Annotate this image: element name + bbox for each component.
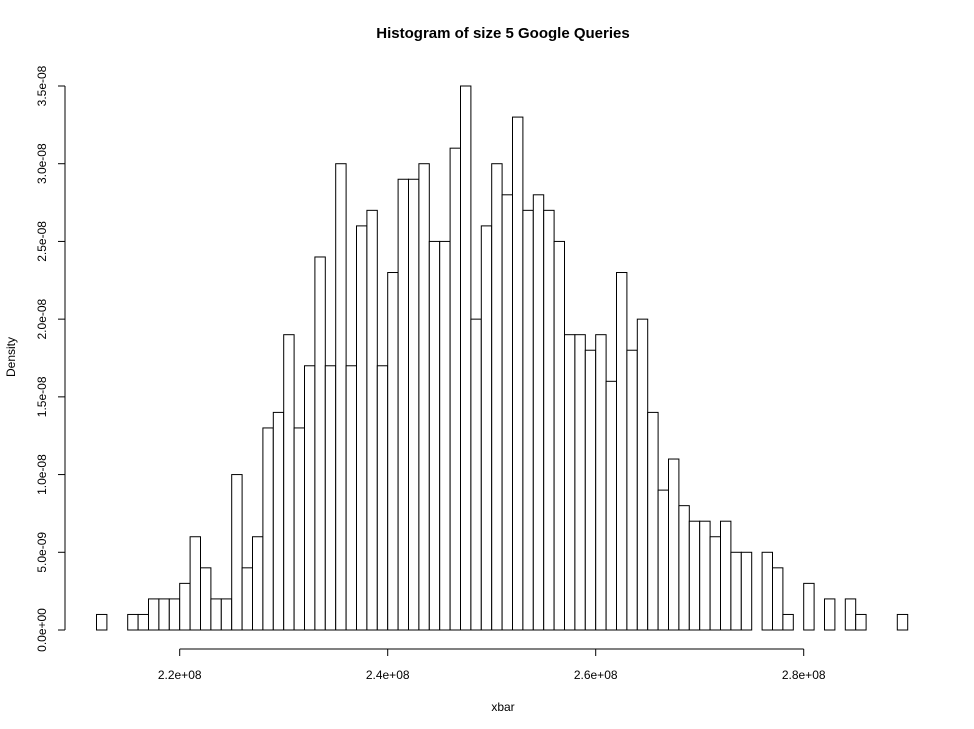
histogram-bar bbox=[522, 209, 534, 631]
histogram-bar bbox=[283, 334, 295, 631]
histogram-bar bbox=[241, 567, 254, 631]
histogram-bar bbox=[543, 209, 555, 631]
histogram-bar bbox=[564, 334, 576, 631]
y-axis: 0.0e+00 5.0e-09 1.0e-08 1.5e-08 2.0e-08 2.5e-… bbox=[35, 65, 66, 652]
x-tick-label: 2.4e+08 bbox=[366, 668, 410, 682]
histogram-bar bbox=[491, 163, 503, 631]
histogram-bar bbox=[272, 411, 285, 631]
histogram-bar bbox=[553, 240, 565, 631]
histogram-bar bbox=[709, 536, 721, 631]
histogram-bar bbox=[782, 613, 794, 631]
y-axis-label: Density bbox=[4, 337, 18, 377]
histogram-bar bbox=[262, 427, 274, 631]
histogram-bar bbox=[127, 613, 139, 631]
histogram-bar bbox=[460, 85, 472, 631]
histogram-bar bbox=[855, 613, 867, 631]
histogram-bar bbox=[439, 240, 451, 631]
histogram-bar bbox=[293, 427, 306, 631]
histogram-bar bbox=[501, 194, 514, 631]
y-tick-label: 3.0e-08 bbox=[35, 143, 49, 184]
histogram-bar bbox=[740, 551, 753, 631]
histogram-bar bbox=[761, 551, 773, 631]
histogram-bars bbox=[96, 85, 909, 631]
histogram-bar bbox=[387, 272, 399, 631]
histogram-bar bbox=[345, 365, 358, 631]
x-axis-label: xbar bbox=[491, 700, 514, 714]
histogram-bar bbox=[418, 163, 430, 631]
histogram-bar bbox=[148, 598, 160, 631]
histogram-bar bbox=[220, 598, 233, 631]
y-tick-label: 3.5e-08 bbox=[35, 65, 49, 106]
histogram-bar bbox=[574, 334, 586, 631]
histogram-bar bbox=[532, 194, 545, 631]
histogram-bar bbox=[595, 334, 607, 631]
y-tick-label: 1.0e-08 bbox=[35, 454, 49, 495]
histogram-bar bbox=[720, 520, 732, 631]
histogram-bar bbox=[470, 318, 482, 631]
histogram-bar bbox=[844, 598, 857, 631]
histogram-bar bbox=[179, 582, 191, 631]
histogram-bar bbox=[605, 380, 617, 631]
histogram-bar bbox=[304, 365, 316, 631]
histogram-bar bbox=[324, 365, 337, 631]
histogram-bar bbox=[231, 474, 243, 631]
histogram-bar bbox=[428, 240, 441, 631]
histogram-bar bbox=[824, 598, 836, 631]
histogram-bar bbox=[657, 489, 669, 631]
histogram-bar bbox=[366, 209, 378, 631]
chart-title: Histogram of size 5 Google Queries bbox=[376, 25, 629, 42]
histogram-bar bbox=[356, 225, 368, 631]
histogram-bar bbox=[252, 536, 264, 631]
histogram-bar bbox=[668, 458, 680, 631]
histogram-bar bbox=[449, 147, 462, 631]
y-tick-label: 0.0e+00 bbox=[35, 608, 49, 652]
histogram-bar bbox=[896, 613, 909, 631]
histogram-bar bbox=[158, 598, 170, 631]
y-tick-label: 1.5e-08 bbox=[35, 376, 49, 417]
histogram-bar bbox=[699, 520, 711, 631]
histogram-bar bbox=[636, 318, 649, 631]
histogram-bar bbox=[189, 536, 202, 631]
histogram-bar bbox=[96, 613, 108, 631]
histogram-bar bbox=[335, 163, 347, 631]
histogram-bar bbox=[678, 505, 690, 631]
histogram-bar bbox=[210, 598, 222, 631]
histogram-bar bbox=[688, 520, 701, 631]
y-tick-label: 2.5e-08 bbox=[35, 221, 49, 262]
histogram-bar bbox=[408, 178, 420, 631]
histogram-bar bbox=[584, 349, 597, 631]
histogram-bar bbox=[647, 411, 659, 631]
histogram-bar bbox=[616, 272, 628, 631]
x-axis: 2.2e+08 2.4e+08 2.6e+08 2.8e+08 bbox=[158, 648, 826, 682]
histogram-bar bbox=[397, 178, 410, 631]
x-tick-label: 2.6e+08 bbox=[574, 668, 618, 682]
histogram-bar bbox=[314, 256, 326, 631]
y-tick-label: 5.0e-09 bbox=[35, 532, 49, 573]
histogram-bar bbox=[376, 365, 389, 631]
x-tick-label: 2.2e+08 bbox=[158, 668, 202, 682]
histogram-bar bbox=[803, 582, 815, 631]
histogram-bar bbox=[200, 567, 212, 631]
histogram-bar bbox=[480, 225, 493, 631]
x-tick-label: 2.8e+08 bbox=[782, 668, 826, 682]
histogram-bar bbox=[626, 349, 638, 631]
histogram-bar bbox=[137, 613, 150, 631]
histogram-bar bbox=[512, 116, 524, 631]
histogram-bar bbox=[730, 551, 742, 631]
histogram-bar bbox=[772, 567, 784, 631]
y-tick-label: 2.0e-08 bbox=[35, 298, 49, 339]
histogram-bar bbox=[168, 598, 181, 631]
